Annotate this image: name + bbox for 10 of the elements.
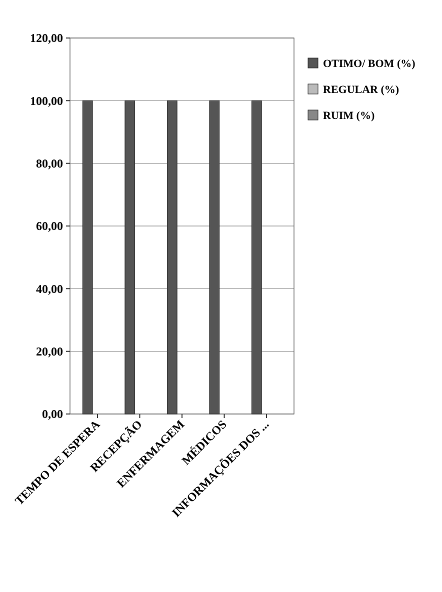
y-tick-label: 40,00 — [36, 282, 63, 296]
y-tick-label: 20,00 — [36, 344, 63, 359]
legend-label: RUIM (%) — [323, 110, 375, 122]
y-tick-label: 80,00 — [36, 156, 63, 171]
legend-label: REGULAR (%) — [323, 84, 400, 96]
y-tick-label: 0,00 — [42, 407, 63, 422]
y-tick-label: 60,00 — [36, 219, 63, 234]
y-tick-label: 120,00 — [30, 31, 63, 46]
legend-label: OTIMO/ BOM (%) — [323, 58, 416, 70]
y-tick-label: 100,00 — [30, 94, 63, 108]
